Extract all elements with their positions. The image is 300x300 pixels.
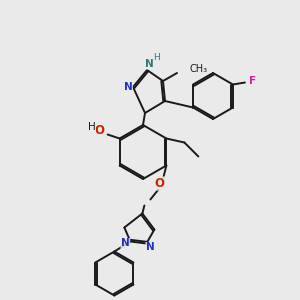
Text: N: N bbox=[124, 82, 132, 92]
Text: N: N bbox=[146, 242, 155, 253]
Text: CH₃: CH₃ bbox=[189, 64, 207, 74]
Text: H: H bbox=[154, 53, 160, 62]
Text: N: N bbox=[121, 238, 130, 248]
Text: H: H bbox=[88, 122, 95, 131]
Text: O: O bbox=[154, 177, 164, 190]
Text: N: N bbox=[145, 59, 153, 69]
Text: F: F bbox=[249, 76, 256, 86]
Text: O: O bbox=[94, 124, 105, 137]
